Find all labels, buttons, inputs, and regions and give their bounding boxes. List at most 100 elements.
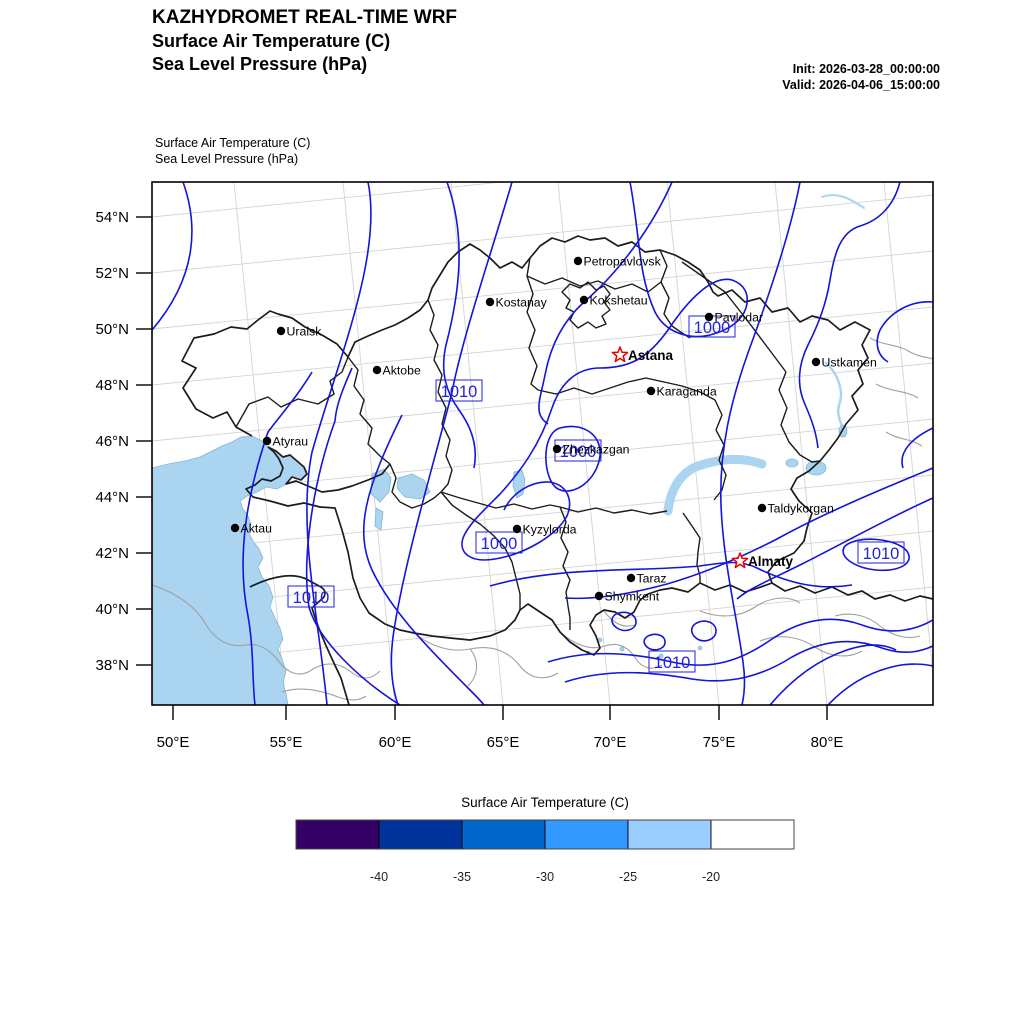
capital-label: Astana <box>628 348 674 363</box>
y-tick-label: 42°N <box>95 545 129 562</box>
city-dot-icon <box>704 312 714 322</box>
init-time: Init: 2026-03-28_00:00:00 <box>792 62 940 76</box>
x-tick-label: 80°E <box>811 734 844 751</box>
city-label: Karaganda <box>657 385 717 399</box>
y-tick-label: 48°N <box>95 377 129 394</box>
colorbar-tick-label: -30 <box>536 870 554 884</box>
y-tick-label: 46°N <box>95 433 129 450</box>
colorbar: Surface Air Temperature (C) -40 -35 -30 -25… <box>295 795 795 884</box>
valid-time: Valid: 2026-04-06_15:00:00 <box>782 78 940 92</box>
city-dot-icon <box>276 326 286 336</box>
city-dot-icon <box>485 297 495 307</box>
parallel-line <box>152 194 933 274</box>
x-tick-label: 75°E <box>703 734 736 751</box>
contour-label: 1000 <box>481 535 518 553</box>
city-label: Taldykorgan <box>768 502 834 516</box>
pressure-contours <box>152 182 933 705</box>
lake-north-kyzylorda <box>512 469 526 499</box>
city-dot-icon <box>573 256 583 266</box>
city-dot-icon <box>811 357 821 367</box>
colorbar-segment <box>710 819 795 850</box>
contour-label-box <box>857 541 905 564</box>
city-label: Zhezkazgan <box>563 443 630 457</box>
map-legend-line-1: Surface Air Temperature (C) <box>155 136 311 150</box>
lake-sasykkol <box>785 458 799 468</box>
city-label: Petropavlovsk <box>584 255 662 269</box>
x-tick-label: 50°E <box>157 734 190 751</box>
city-label: Atyrau <box>273 435 309 449</box>
neighbor-country-borders <box>152 337 933 701</box>
city-label: Pavlodar <box>715 311 764 325</box>
city-dot-icon <box>626 573 636 583</box>
small-lake-dot <box>697 645 703 651</box>
city-label: Ustkamen <box>822 356 878 370</box>
small-lake-dot <box>658 653 664 659</box>
meridian-line <box>557 182 611 705</box>
map-frame <box>151 181 934 706</box>
country-and-oblast-borders <box>181 235 933 705</box>
title-line-1: KAZHYDROMET REAL-TIME WRF <box>152 7 458 28</box>
small-lake <box>374 507 384 531</box>
run-info: Init: 2026-03-28_00:00:00 Valid: 2026-04… <box>782 61 940 93</box>
city-dot-icon <box>230 523 240 533</box>
city-label: Aktobe <box>383 364 421 378</box>
contour-label: 1010 <box>441 383 478 401</box>
meridian-line <box>666 182 720 705</box>
city-dot-icon <box>579 295 589 305</box>
colorbar-outline <box>295 819 795 850</box>
meridian-line <box>342 182 396 705</box>
city-label: Taraz <box>637 572 667 586</box>
capital-star-icon <box>731 552 749 569</box>
contour-label: 1010 <box>654 654 691 672</box>
contour-label-box <box>287 585 335 608</box>
contour-label-box <box>475 531 523 554</box>
x-tick-label: 60°E <box>379 734 412 751</box>
colorbar-tick-label: -35 <box>453 870 471 884</box>
y-tick-label: 52°N <box>95 265 129 282</box>
title-line-2: Surface Air Temperature (C) <box>152 31 391 51</box>
colorbar-tick-label: -20 <box>702 870 720 884</box>
contour-label-box <box>648 650 696 673</box>
city-label: Shymkent <box>605 590 660 604</box>
y-tick-label: 50°N <box>95 321 129 338</box>
x-tick-label: 55°E <box>270 734 303 751</box>
x-tick-label: 70°E <box>594 734 627 751</box>
city-dot-icon <box>512 524 522 534</box>
map-legend-line-2: Sea Level Pressure (hPa) <box>155 152 299 166</box>
capital-star-icon <box>611 346 629 363</box>
lake-alakol <box>805 460 827 476</box>
city-dot-icon <box>552 444 562 454</box>
city-label: Kokshetau <box>590 294 648 308</box>
colorbar-segment <box>295 819 380 850</box>
city-label: Uralsk <box>287 325 323 339</box>
lake-balkhash <box>663 454 767 516</box>
contour-label: 1010 <box>863 545 900 563</box>
colorbar-segment <box>544 819 629 850</box>
city-dot-icon <box>594 591 604 601</box>
x-tick-label: 65°E <box>487 734 520 751</box>
axes: 54°N 52°N 50°N 48°N 46°N 44°N 42°N 40°N 38°N 50°E… <box>95 209 843 751</box>
kazakhstan-north-east-border <box>181 235 933 602</box>
caspian-sea <box>152 435 308 705</box>
city-dot-icon <box>372 365 382 375</box>
contour-label: 1000 <box>694 319 731 337</box>
contour-labels: 1000 1010 1000 1000 1010 1010 1010 <box>287 315 905 673</box>
colorbar-segment <box>461 819 546 850</box>
city-dot-icon <box>262 436 272 446</box>
colorbar-segment <box>627 819 712 850</box>
y-tick-label: 54°N <box>95 209 129 226</box>
city-label: Kyzylorda <box>523 523 577 537</box>
small-lake-dot <box>619 646 625 652</box>
colorbar-tick-label: -40 <box>370 870 388 884</box>
river-north-east <box>821 194 865 209</box>
page-title: KAZHYDROMET REAL-TIME WRF Surface Air Te… <box>152 6 457 76</box>
y-tick-label: 38°N <box>95 657 129 674</box>
parallel-line <box>152 182 502 218</box>
map-legend: Surface Air Temperature (C) Sea Level Pr… <box>155 135 310 167</box>
colorbar-tick-label: -25 <box>619 870 637 884</box>
city-label: Kostanay <box>496 296 548 310</box>
kazakhstan-coast <box>267 446 391 493</box>
meridian-line <box>774 182 828 705</box>
